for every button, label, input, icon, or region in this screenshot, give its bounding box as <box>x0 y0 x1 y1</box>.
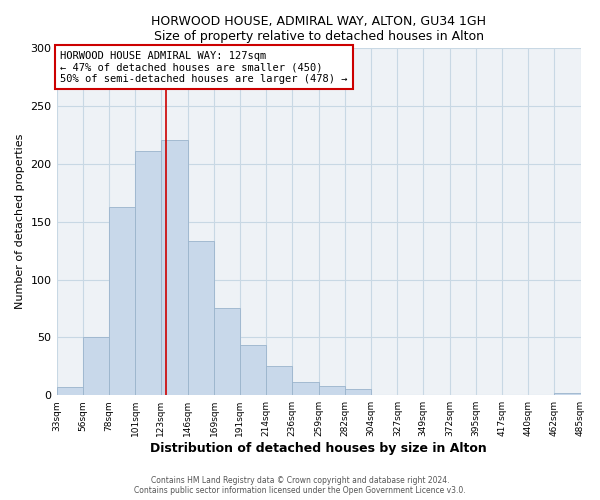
Bar <box>188 242 214 395</box>
Bar <box>83 338 109 395</box>
Bar <box>136 151 161 395</box>
Bar <box>214 308 239 395</box>
Bar <box>292 382 319 395</box>
Y-axis label: Number of detached properties: Number of detached properties <box>15 134 25 310</box>
Bar <box>239 346 266 395</box>
Bar <box>56 387 83 395</box>
Bar <box>161 140 188 395</box>
Title: HORWOOD HOUSE, ADMIRAL WAY, ALTON, GU34 1GH
Size of property relative to detache: HORWOOD HOUSE, ADMIRAL WAY, ALTON, GU34 … <box>151 15 486 43</box>
Bar <box>266 366 292 395</box>
Bar <box>109 206 136 395</box>
Text: Contains HM Land Registry data © Crown copyright and database right 2024.
Contai: Contains HM Land Registry data © Crown c… <box>134 476 466 495</box>
Bar <box>345 390 371 395</box>
Bar <box>319 386 345 395</box>
Bar <box>554 393 581 395</box>
X-axis label: Distribution of detached houses by size in Alton: Distribution of detached houses by size … <box>150 442 487 455</box>
Text: HORWOOD HOUSE ADMIRAL WAY: 127sqm
← 47% of detached houses are smaller (450)
50%: HORWOOD HOUSE ADMIRAL WAY: 127sqm ← 47% … <box>60 50 347 84</box>
